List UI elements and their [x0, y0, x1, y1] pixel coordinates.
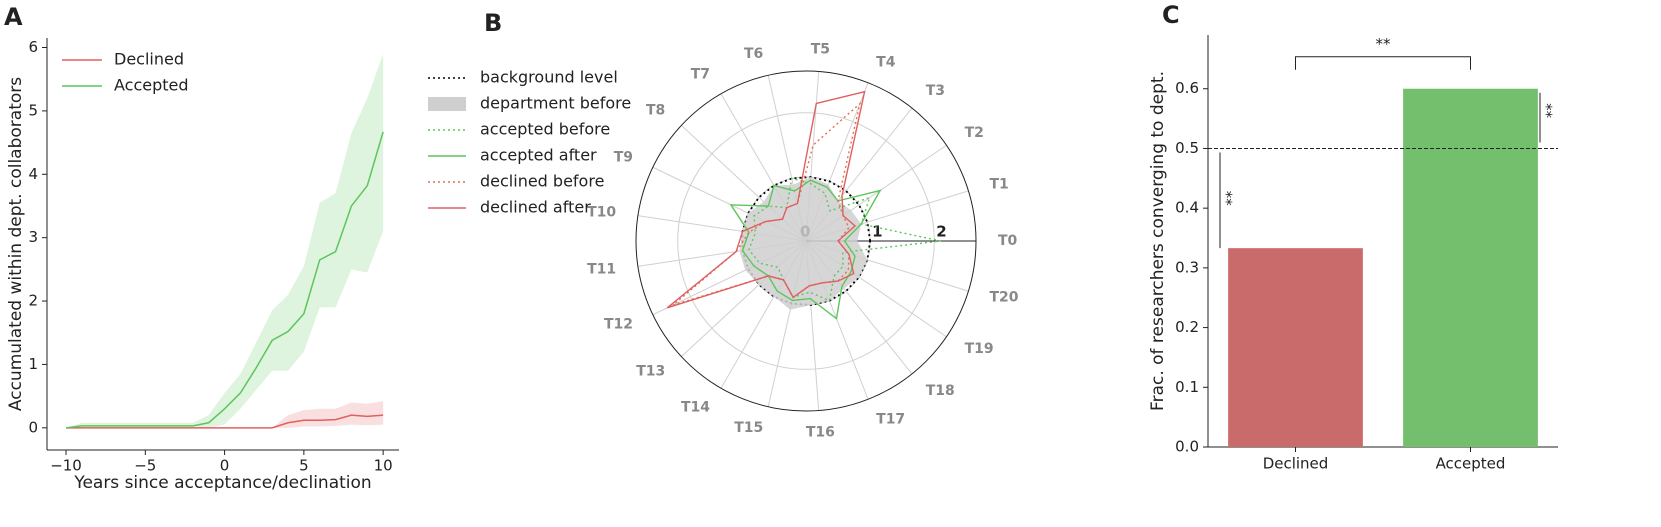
- x-tick-label: 5: [299, 457, 309, 475]
- y-tick-label: 0.1: [1175, 378, 1199, 396]
- x-tick-label: −10: [50, 457, 82, 475]
- bar: [1228, 248, 1363, 447]
- radar-series: [729, 179, 882, 320]
- legend-label: declined before: [480, 172, 604, 191]
- category-label: T13: [636, 364, 665, 380]
- legend-label: declined after: [480, 198, 591, 217]
- y-tick-label: 0.0: [1175, 438, 1199, 456]
- x-tick-label: 10: [374, 457, 393, 475]
- category-label: T3: [926, 83, 945, 99]
- y-tick-label: 2: [28, 292, 38, 310]
- y-axis-label: Accumulated within dept. collaborators: [6, 77, 26, 411]
- series-line: [66, 414, 384, 429]
- y-tick-label: 4: [28, 165, 38, 183]
- category-label: T18: [926, 383, 955, 399]
- legend-label: accepted before: [480, 120, 610, 139]
- series-line: [65, 131, 384, 429]
- panel-label: C: [1162, 1, 1180, 29]
- significance-label: **: [1543, 103, 1561, 119]
- significance-label: **: [1376, 35, 1392, 53]
- category-label: T2: [965, 125, 984, 141]
- legend-label: accepted after: [480, 146, 597, 165]
- y-axis-label: Frac. of researchers converging to dept.: [1148, 71, 1168, 411]
- bar: [1403, 88, 1538, 447]
- y-tick-label: 5: [28, 101, 38, 119]
- panel-label: B: [484, 9, 502, 37]
- panel-label: A: [4, 3, 23, 31]
- y-tick-label: 6: [28, 38, 38, 56]
- legend-swatch: [428, 97, 466, 111]
- y-tick-label: 0.2: [1175, 318, 1199, 336]
- x-axis-label: Years since acceptance/declination: [73, 473, 371, 493]
- category-label: T7: [691, 67, 710, 83]
- r-tick-label: 2: [936, 223, 946, 241]
- r-tick-label: 1: [872, 223, 882, 241]
- category-label: T15: [734, 420, 763, 436]
- x-tick-label: Declined: [1263, 455, 1329, 473]
- significance-bracket: [1295, 56, 1471, 70]
- category-label: T4: [876, 54, 896, 70]
- category-label: T17: [876, 412, 905, 428]
- y-tick-label: 3: [28, 228, 38, 246]
- category-label: T19: [965, 341, 994, 357]
- x-tick-label: −5: [134, 457, 156, 475]
- radar-series: [748, 177, 941, 302]
- radar-series: [666, 90, 866, 309]
- category-label: T16: [806, 424, 835, 440]
- y-tick-label: 0.4: [1175, 199, 1199, 217]
- y-tick-label: 0.6: [1175, 79, 1199, 97]
- category-label: T9: [614, 150, 633, 166]
- y-tick-label: 0.3: [1175, 258, 1199, 276]
- significance-label: **: [1223, 190, 1241, 206]
- y-tick-label: 0.5: [1175, 139, 1199, 157]
- confidence-band: [66, 401, 384, 428]
- x-tick-label: Accepted: [1436, 455, 1506, 473]
- category-label: T10: [587, 204, 616, 220]
- category-label: T5: [811, 42, 830, 58]
- x-tick-label: 0: [220, 457, 230, 475]
- legend-label: Accepted: [114, 76, 189, 95]
- y-tick-label: 0: [28, 418, 38, 436]
- category-label: T11: [587, 262, 616, 278]
- category-label: T20: [989, 290, 1018, 306]
- category-label: T0: [998, 233, 1018, 249]
- category-label: T12: [604, 316, 633, 332]
- legend-label: department before: [480, 94, 631, 113]
- legend-label: background level: [480, 68, 618, 87]
- confidence-band: [66, 53, 384, 428]
- legend-label: Declined: [114, 50, 184, 69]
- category-label: T14: [681, 399, 710, 415]
- category-label: T6: [744, 46, 763, 62]
- y-tick-label: 1: [28, 355, 38, 373]
- category-label: T8: [646, 102, 665, 118]
- category-label: T1: [989, 176, 1008, 192]
